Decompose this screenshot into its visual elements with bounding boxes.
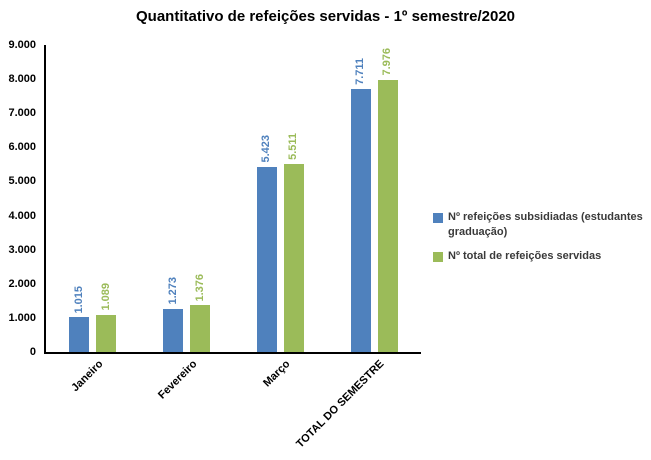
bar-fevereiro-total: [190, 305, 211, 352]
legend-marker-total-icon: [433, 252, 443, 262]
bar-marc-o-total: [283, 164, 304, 352]
x-label-marc-o: Março: [261, 358, 293, 390]
data-label-total-do-semestre-subsidiadas: 7.711: [354, 58, 367, 85]
x-label-fevereiro: Fevereiro: [155, 358, 200, 402]
y-tick-8-000: 8.000: [8, 73, 36, 86]
plot-area: 1.015 1.089 1.273 1.376 5.423 5.511 7.711 7.976: [44, 45, 421, 354]
x-label-total-do-semestre: TOTAL DO SEMESTRE: [294, 358, 387, 451]
data-label-fevereiro-total: 1.376: [193, 273, 206, 302]
y-tick-1-000: 1.000: [8, 311, 36, 324]
y-tick-4-000: 4.000: [8, 209, 36, 222]
legend-marker-subsidiadas-icon: [433, 213, 443, 223]
data-label-janeiro-total: 1.089: [99, 283, 112, 311]
y-tick-5-000: 5.000: [8, 175, 36, 188]
bar-janeiro-total: [96, 314, 117, 352]
legend-item-subsidiadas: Nº refeições subsidiadas (estudantes gra…: [433, 210, 649, 240]
bar-janeiro-subsidiadas: [69, 317, 90, 352]
y-tick-3-000: 3.000: [8, 243, 36, 256]
bar-total-do-semestre-total: [377, 79, 398, 352]
legend: Nº refeições subsidiadas (estudantes gra…: [433, 210, 649, 273]
y-tick-7-000: 7.000: [8, 107, 36, 120]
data-label-janeiro-subsidiadas: 1.015: [72, 285, 85, 314]
bar-marc-o-subsidiadas: [256, 167, 277, 352]
y-tick-0: 0: [29, 346, 36, 358]
legend-label-total: Nº total de refeições servidas: [448, 250, 602, 262]
bar-fevereiro-subsidiadas: [163, 308, 184, 352]
data-label-total-do-semestre-total: 7.976: [381, 48, 394, 76]
data-label-fevereiro-subsidiadas: 1.273: [166, 277, 179, 305]
y-tick-6-000: 6.000: [8, 141, 36, 154]
legend-item-total: Nº total de refeições servidas: [433, 249, 649, 264]
data-label-marc-o-total: 5.511: [287, 133, 300, 160]
bar-total-do-semestre-subsidiadas: [350, 89, 371, 352]
legend-label-subsidiadas: Nº refeições subsidiadas (estudantes gra…: [448, 211, 643, 238]
y-tick-9-000: 9.000: [8, 39, 36, 51]
chart-title: Quantitativo de refeições servidas - 1º …: [136, 8, 515, 25]
x-label-janeiro: Janeiro: [69, 358, 106, 395]
data-label-marc-o-subsidiadas: 5.423: [260, 135, 273, 163]
y-tick-2-000: 2.000: [8, 277, 36, 290]
